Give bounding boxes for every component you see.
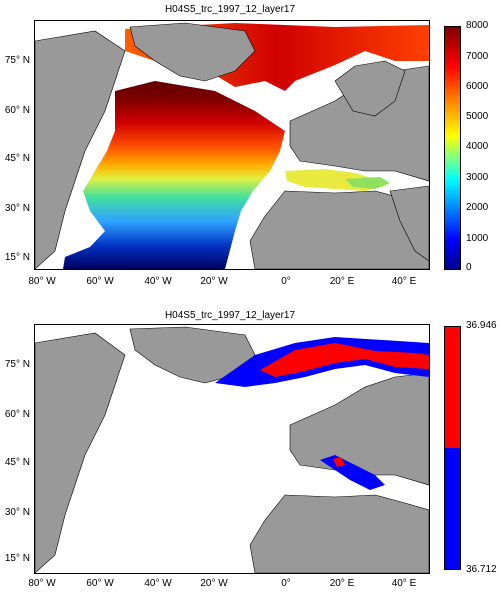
bottom-map-title: H04S5_trc_1997_12_layer17	[164, 310, 296, 321]
africa-land	[249, 190, 429, 269]
top-lat-label-15n: 15° N	[4, 252, 30, 263]
bottom-lon-label-40e: 40° E	[391, 578, 417, 589]
bottom-lon-label-20w: 20° W	[200, 578, 228, 589]
bottom-lon-label-60w: 60° W	[86, 578, 114, 589]
top-colorbar-tick-2000: 2000	[466, 202, 489, 213]
top-colorbar-tick-1000: 1000	[466, 233, 489, 244]
bottom-lat-label-30n: 30° N	[4, 507, 30, 518]
arctic-high-class	[260, 343, 429, 377]
bottom-lat-label-45n: 45° N	[4, 457, 30, 468]
top-lon-label-80w: 80° W	[28, 276, 56, 287]
top-map-panel	[34, 20, 430, 270]
greenland-land	[129, 326, 256, 384]
top-lon-label-40w: 40° W	[144, 276, 172, 287]
africa-land	[249, 494, 429, 573]
top-lat-label-45n: 45° N	[4, 153, 30, 164]
europe-land	[289, 372, 429, 486]
top-colorbar	[444, 26, 461, 270]
arabia-land	[389, 185, 429, 262]
north-america-land	[35, 332, 126, 573]
top-colorbar-tick-7000: 7000	[466, 51, 489, 62]
greenland-land	[129, 22, 256, 82]
top-colorbar-tick-8000: 8000	[466, 20, 489, 31]
top-lon-label-40e: 40° E	[391, 276, 417, 287]
top-lat-label-30n: 30° N	[4, 203, 30, 214]
top-colorbar-tick-0: 0	[466, 262, 472, 273]
top-map-title: H04S5_trc_1997_12_layer17	[164, 4, 296, 15]
bottom-lat-label-15n: 15° N	[4, 553, 30, 564]
bottom-colorbar-high-class	[445, 327, 460, 448]
top-lat-label-60n: 60° N	[4, 105, 30, 116]
atlantic-data-field	[63, 81, 285, 269]
bottom-lat-label-60n: 60° N	[4, 409, 30, 420]
bottom-lon-label-20e: 20° E	[329, 578, 355, 589]
bottom-map-canvas	[35, 326, 429, 573]
bottom-lon-label-40w: 40° W	[144, 578, 172, 589]
bottom-colorbar-max-label: 36.946	[466, 320, 497, 331]
scandinavia-land	[334, 60, 406, 117]
bottom-lon-label-80w: 80° W	[28, 578, 56, 589]
top-lon-label-60w: 60° W	[86, 276, 114, 287]
top-colorbar-tick-5000: 5000	[466, 111, 489, 122]
bottom-map-panel	[34, 324, 430, 574]
bottom-colorbar-min-label: 36.712	[466, 564, 497, 575]
top-lat-label-75n: 75° N	[4, 55, 30, 66]
bottom-lon-label-0: 0°	[281, 578, 291, 589]
top-colorbar-tick-3000: 3000	[466, 172, 489, 183]
bottom-lat-label-75n: 75° N	[4, 359, 30, 370]
top-lon-label-20w: 20° W	[200, 276, 228, 287]
top-map-canvas	[35, 22, 429, 269]
top-colorbar-tick-6000: 6000	[466, 81, 489, 92]
north-america-land	[35, 30, 126, 269]
top-lon-label-20e: 20° E	[329, 276, 355, 287]
top-lon-label-0: 0°	[281, 276, 291, 287]
bottom-colorbar-low-class	[445, 448, 460, 569]
mediterranean-high-class	[333, 457, 345, 467]
bottom-colorbar	[444, 326, 461, 570]
east-med-data-field	[345, 177, 390, 189]
top-colorbar-tick-4000: 4000	[466, 141, 489, 152]
